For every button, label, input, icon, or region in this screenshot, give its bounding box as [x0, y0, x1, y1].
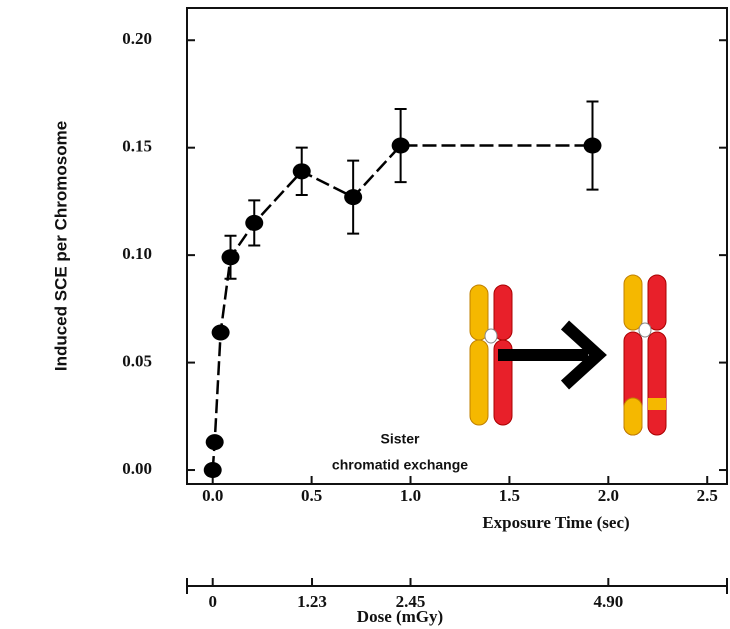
- y-tick-label: 0.05: [122, 351, 152, 370]
- data-point: [245, 214, 264, 231]
- x-tick-label: 1.0: [400, 486, 421, 505]
- plot-frame: [186, 7, 728, 485]
- x2-tick-label: 2.45: [396, 592, 426, 611]
- data-point: [203, 462, 222, 479]
- data-point: [221, 249, 240, 266]
- y-tick-label: 0.20: [122, 29, 152, 48]
- series-line: [211, 144, 593, 471]
- annotation: Sister: [381, 431, 420, 447]
- x-tick-label: 1.5: [499, 486, 520, 505]
- data-point: [391, 137, 410, 154]
- x-tick-label: 2.0: [598, 486, 619, 505]
- data-point: [211, 324, 230, 341]
- x-tick-label: 2.5: [697, 486, 718, 505]
- x2-tick-label: 4.90: [593, 592, 623, 611]
- data-point: [205, 434, 224, 451]
- data-point: [583, 137, 602, 154]
- y-tick-label: 0.00: [122, 459, 152, 478]
- x-axis-label: Exposure Time (sec): [482, 513, 629, 532]
- y-tick-label: 0.10: [122, 244, 152, 263]
- x-tick-label: 0.5: [301, 486, 322, 505]
- x2-tick-label: 0: [208, 592, 217, 611]
- data-point: [344, 189, 363, 206]
- data-point: [292, 163, 311, 180]
- x2-tick-label: 1.23: [297, 592, 327, 611]
- x-tick-label: 0.0: [202, 486, 223, 505]
- annotation: chromatid exchange: [332, 457, 468, 473]
- y-axis-label: Induced SCE per Chromosome: [51, 121, 70, 371]
- chromosome-illustration: [469, 274, 667, 436]
- x2-axis-label: Dose (mGy): [357, 607, 443, 626]
- y-tick-label: 0.15: [122, 137, 152, 156]
